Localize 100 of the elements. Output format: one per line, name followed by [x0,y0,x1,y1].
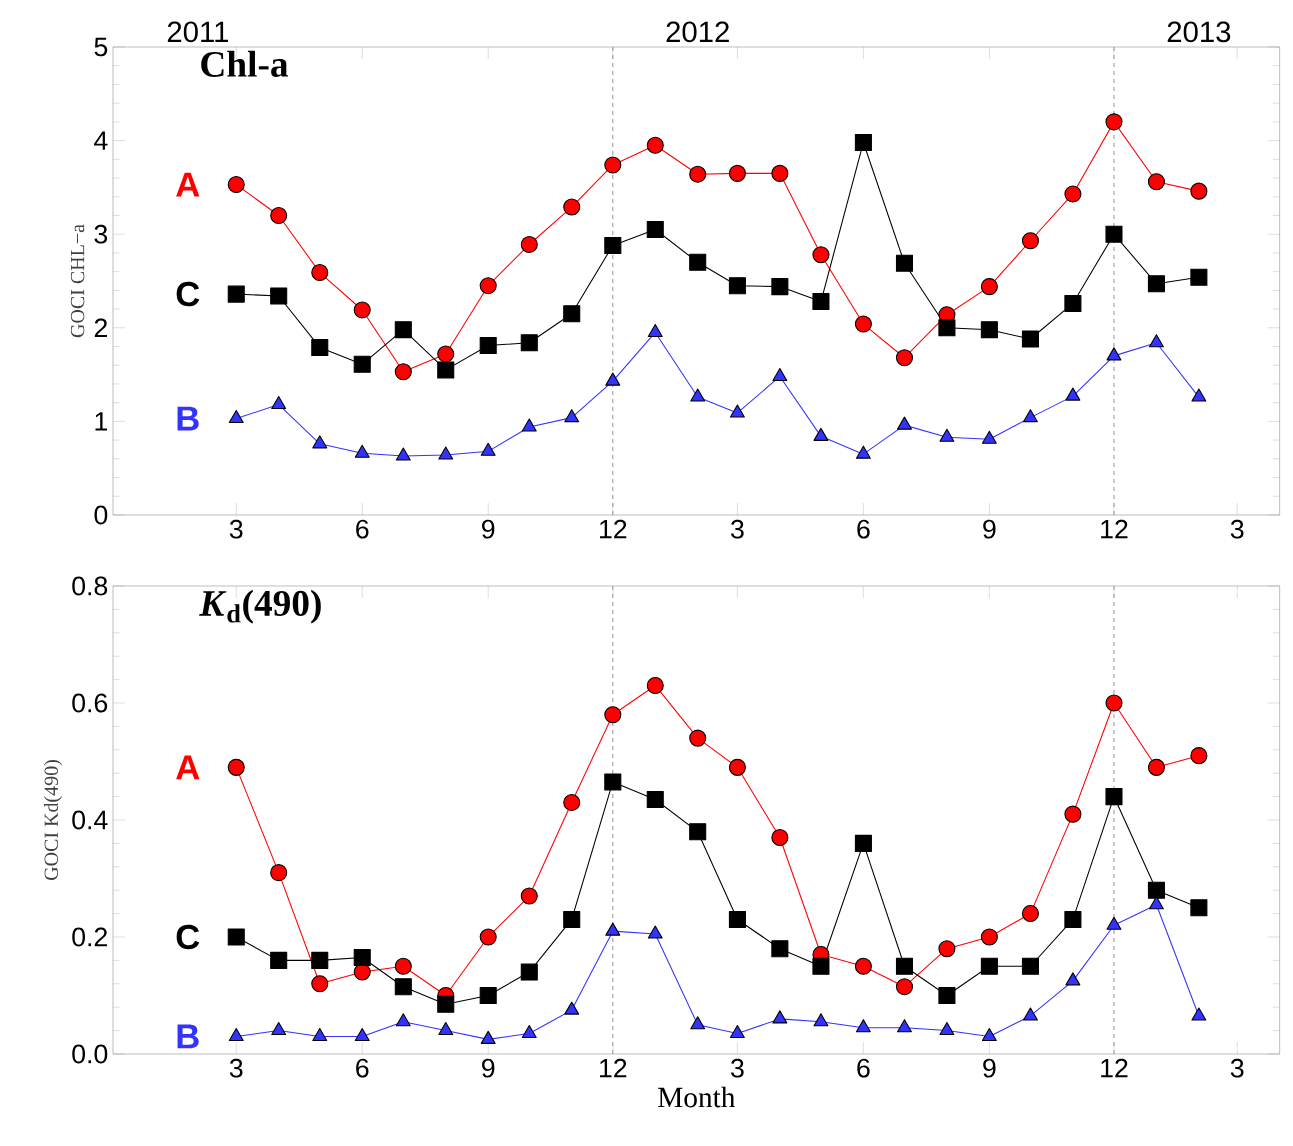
point [353,948,371,966]
point [728,164,746,182]
x-tick-label: 3 [731,1058,744,1078]
point [479,928,497,946]
point [437,345,455,363]
point [438,446,454,460]
x-tick-label: 12 [600,519,627,539]
point [980,928,998,946]
y-tick-label: 5 [94,37,108,57]
chart-title: K$_{d}$(490) [199,589,321,624]
point [311,975,329,993]
point [564,409,580,423]
y-tick-label: 0.2 [72,927,107,947]
point [479,277,497,295]
point [1190,747,1208,765]
x-tick-label: 3 [1230,1058,1244,1078]
point [1064,294,1082,312]
point [854,834,872,852]
x-tick-label: 9 [983,519,996,539]
y-axis-title: GOCI CHL−a [70,224,85,338]
point [1147,758,1165,776]
point [981,430,997,444]
x-tick-label: 9 [482,519,495,539]
y-tick-label: 0.0 [72,1044,108,1064]
point [1105,788,1123,806]
point [354,444,370,458]
point [772,1010,788,1024]
point [394,321,412,339]
point [520,235,538,254]
point [771,940,789,958]
point [813,1013,829,1027]
x-tick-label: 9 [983,1058,996,1078]
x-tick-label: 3 [229,519,243,539]
point [689,729,707,747]
point [895,978,914,996]
point [354,1027,370,1041]
x-axis-title: Month [658,1086,736,1108]
x-tick-label: 6 [857,519,870,539]
point [480,442,496,456]
point [605,372,621,386]
point [1022,1007,1038,1021]
point [1064,185,1082,203]
x-tick-label: 9 [482,1058,495,1078]
point [690,1016,706,1030]
point [689,165,707,183]
point [271,396,287,410]
point [646,136,664,154]
point [1064,910,1082,928]
point [438,1022,454,1036]
point [563,793,581,811]
point [353,301,371,319]
point [1190,899,1208,917]
x-tick-label: 3 [1230,519,1244,539]
point [689,823,707,841]
point [479,337,497,355]
point [1148,896,1164,910]
point [1190,268,1208,286]
point [980,321,998,339]
point [771,829,789,847]
point [812,293,830,311]
point [270,951,288,969]
point [270,864,288,882]
point [812,246,830,264]
x-tick-label: 3 [731,519,744,539]
point [981,1027,997,1041]
point [1147,275,1165,293]
y-tick-label: 1 [95,412,107,431]
y-tick-label: 3 [94,224,108,244]
point [1191,1007,1207,1021]
point [605,922,621,936]
point [395,1013,411,1027]
point [938,986,956,1005]
point [646,790,664,809]
point [772,367,788,381]
point [311,951,329,969]
point [854,957,872,975]
chart-title: Chl-a [201,50,288,77]
series-label: C [176,924,200,950]
x2-tick-label: 2011 [167,21,229,43]
point [227,928,245,946]
point [1190,182,1208,200]
point [437,995,455,1013]
point [311,338,329,356]
point [854,315,872,333]
point [520,334,538,352]
y-tick-label: 0.4 [72,810,108,830]
point [228,410,244,424]
point [938,940,956,958]
series-label: A [176,755,200,780]
point [728,277,746,295]
point [895,349,914,367]
point [855,1019,871,1033]
x-tick-label: 3 [229,1058,243,1078]
point [939,428,955,442]
point [1105,694,1123,712]
y-tick-label: 2 [94,318,107,338]
point [1106,916,1122,930]
point [395,447,411,461]
x-tick-label: 12 [600,1058,627,1078]
point [1105,225,1123,243]
